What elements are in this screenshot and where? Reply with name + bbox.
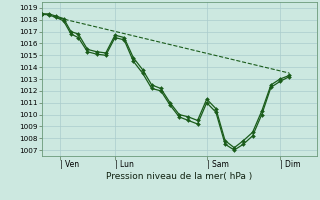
- X-axis label: Pression niveau de la mer( hPa ): Pression niveau de la mer( hPa ): [106, 172, 252, 181]
